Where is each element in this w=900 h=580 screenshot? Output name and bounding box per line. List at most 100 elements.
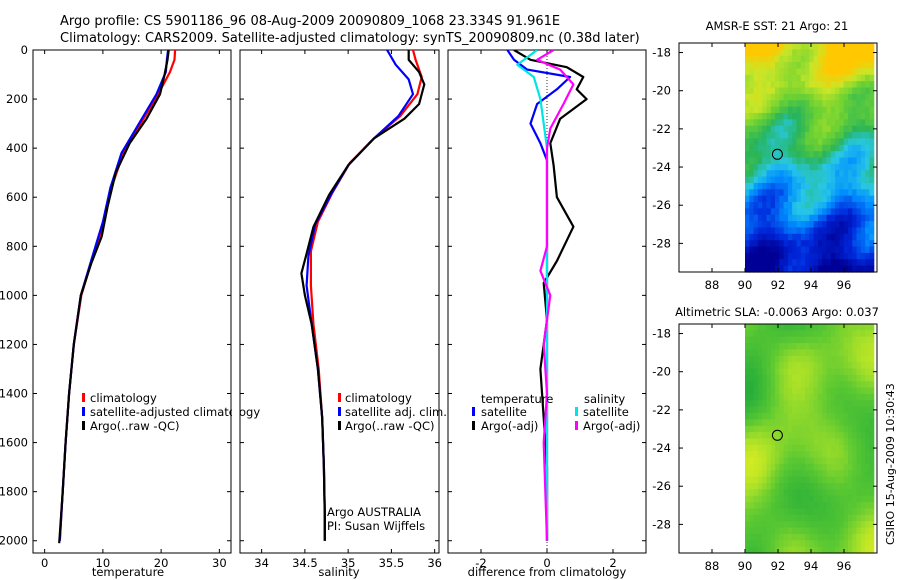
map-cell bbox=[809, 381, 815, 389]
map-cell bbox=[869, 106, 875, 114]
map-cell bbox=[757, 495, 763, 503]
map-cell bbox=[839, 381, 845, 389]
map-cell bbox=[869, 438, 875, 446]
map-cell bbox=[792, 233, 798, 241]
map-cell bbox=[856, 138, 862, 146]
map-cell bbox=[762, 62, 768, 70]
map-cell bbox=[757, 514, 763, 522]
map-cell bbox=[749, 527, 755, 535]
map-cell bbox=[869, 457, 875, 465]
map-cell bbox=[749, 144, 755, 152]
map-cell bbox=[826, 81, 832, 89]
map-cell bbox=[865, 246, 871, 254]
map-cell bbox=[865, 202, 871, 209]
map-cell bbox=[770, 195, 776, 203]
map-cell bbox=[843, 176, 849, 184]
map-cell bbox=[775, 87, 780, 95]
map-cell bbox=[749, 195, 755, 203]
map-cell bbox=[762, 546, 768, 554]
map-cell bbox=[822, 533, 828, 541]
map-cell bbox=[770, 208, 776, 216]
map-cell bbox=[749, 336, 755, 344]
map-cell bbox=[826, 387, 832, 395]
map-cell bbox=[847, 119, 853, 127]
map-cell bbox=[770, 514, 776, 522]
map-cell bbox=[826, 406, 832, 414]
map-cell bbox=[839, 368, 845, 376]
map-cell bbox=[809, 362, 815, 370]
map-cell bbox=[869, 163, 875, 171]
map-cell bbox=[813, 157, 819, 165]
map-cell bbox=[779, 208, 785, 216]
temperature-axes-frame bbox=[32, 49, 232, 554]
map-cell bbox=[830, 176, 836, 184]
map-cell bbox=[843, 457, 849, 465]
map-cell bbox=[749, 476, 755, 484]
map-cell bbox=[869, 381, 875, 389]
map-cell bbox=[762, 444, 768, 452]
map-cell bbox=[753, 208, 759, 216]
map-cell bbox=[775, 68, 780, 76]
map-cell bbox=[865, 55, 871, 63]
map-cell bbox=[835, 49, 840, 57]
map-cell bbox=[869, 221, 875, 229]
map-cell bbox=[787, 87, 793, 95]
map-cell bbox=[817, 393, 823, 401]
map-cell bbox=[843, 125, 849, 133]
map-cell bbox=[757, 163, 763, 171]
map-cell bbox=[822, 444, 828, 452]
map-cell bbox=[809, 495, 815, 503]
map-cell bbox=[869, 138, 875, 146]
map-cell bbox=[830, 189, 836, 197]
map-cell bbox=[757, 81, 763, 89]
map-cell bbox=[753, 151, 759, 159]
map-cell bbox=[813, 112, 819, 120]
map-cell bbox=[835, 195, 840, 203]
map-cell bbox=[860, 233, 866, 241]
map-cell bbox=[792, 214, 798, 222]
map-cell bbox=[762, 349, 768, 357]
map-cell bbox=[770, 400, 776, 408]
map-cell bbox=[800, 470, 806, 478]
map-cell bbox=[830, 195, 836, 203]
map-cell bbox=[856, 508, 862, 516]
legend-swatch-blue bbox=[472, 407, 475, 416]
map-cell bbox=[749, 157, 755, 165]
map-cell bbox=[822, 374, 828, 382]
map-cell bbox=[847, 157, 853, 165]
map-cell bbox=[770, 138, 776, 146]
map-cell bbox=[847, 170, 853, 178]
map-cell bbox=[830, 202, 836, 209]
map-cell bbox=[856, 157, 862, 165]
map-cell bbox=[856, 100, 862, 108]
map-cell bbox=[830, 62, 836, 70]
map-cell bbox=[770, 502, 776, 510]
map-cell bbox=[745, 208, 750, 216]
argo-location-marker bbox=[771, 429, 783, 441]
map-cell bbox=[796, 489, 802, 497]
map-cell bbox=[749, 470, 755, 478]
map-cell bbox=[805, 74, 810, 82]
map-cell bbox=[800, 514, 806, 522]
map-cell bbox=[817, 163, 823, 171]
map-cell bbox=[817, 476, 823, 484]
map-cell bbox=[792, 125, 798, 133]
map-cell bbox=[809, 43, 815, 50]
map-cell bbox=[822, 176, 828, 184]
map-cell bbox=[847, 246, 853, 254]
map-cell bbox=[762, 259, 768, 267]
map-cell bbox=[852, 125, 858, 133]
map-cell bbox=[783, 265, 789, 273]
map-cell bbox=[770, 521, 776, 529]
map-cell bbox=[817, 93, 823, 101]
map-cell bbox=[809, 125, 815, 133]
map-cell bbox=[856, 355, 862, 363]
legend-swatch-magenta bbox=[575, 421, 578, 430]
map-cell bbox=[865, 195, 871, 203]
map-cell bbox=[830, 252, 836, 260]
map-cell bbox=[860, 112, 866, 120]
map-cell bbox=[775, 74, 780, 82]
map-cell bbox=[869, 495, 875, 503]
map-cell bbox=[813, 540, 819, 548]
map-cell bbox=[775, 368, 780, 376]
